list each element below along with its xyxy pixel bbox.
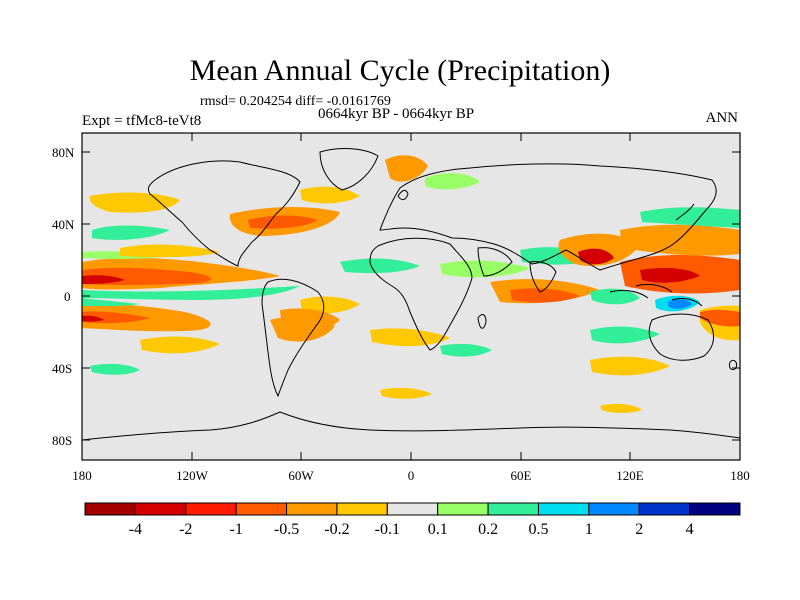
lat-label: 40N	[52, 217, 75, 232]
anomaly-patch	[90, 363, 140, 375]
anomaly-patch	[82, 315, 104, 322]
colorbar-swatch	[286, 502, 338, 516]
anomaly-patch	[140, 336, 220, 354]
colorbar-label: -0.1	[375, 521, 400, 538]
lon-label: 60E	[511, 468, 532, 483]
lon-label: 0	[408, 468, 415, 483]
coastline-arabia	[477, 247, 513, 277]
colorbar: -4 -2 -1 -0.5 -0.2 -0.1 0.1 0.2 0.5 1 2 4	[84, 502, 741, 538]
anomaly-patch	[370, 328, 450, 347]
anomaly-patch	[300, 296, 360, 314]
coastline-africa	[369, 237, 473, 351]
lon-label: 60W	[288, 468, 314, 483]
anomaly-patch	[385, 155, 428, 182]
colorbar-label: 4	[686, 521, 694, 538]
colorbar-swatch	[134, 502, 187, 516]
coastline-indonesia	[609, 283, 703, 307]
anomaly-patch	[82, 298, 140, 307]
lon-ticks	[81, 133, 741, 460]
anomaly-patch	[510, 288, 580, 303]
coastline-antarctica	[81, 411, 741, 441]
colorbar-swatch	[235, 502, 288, 516]
colorbar-swatch	[689, 502, 741, 516]
lat-label: 80N	[52, 145, 75, 160]
anomaly-patch	[590, 288, 640, 305]
lon-label: 120E	[616, 468, 644, 483]
anomaly-patch	[89, 192, 180, 213]
anomaly-patch	[440, 343, 492, 357]
colorbar-label: 0.2	[478, 521, 498, 538]
coastline-india	[529, 261, 557, 293]
anomaly-patch	[590, 356, 670, 376]
colorbar-swatch	[638, 502, 691, 516]
anomaly-patch	[600, 403, 642, 413]
anomaly-patch	[92, 225, 170, 240]
coastline-madagascar	[477, 314, 487, 329]
colorbar-swatch	[185, 502, 237, 516]
colorbar-label: -2	[179, 521, 192, 538]
anomaly-patch	[620, 224, 740, 256]
anomaly-patch	[248, 215, 318, 229]
period-text: 0664kyr BP - 0664kyr BP	[318, 106, 475, 122]
coastline-australia	[648, 313, 714, 361]
anomaly-patch	[380, 387, 432, 399]
colorbar-swatch	[336, 502, 388, 516]
colorbar-swatch	[537, 502, 590, 516]
lat-label: 0	[64, 289, 71, 304]
lat-ticks	[82, 151, 740, 441]
lat-label: 80S	[52, 433, 72, 448]
colorbar-swatch	[588, 502, 640, 516]
colorbar-label: -0.2	[324, 521, 349, 538]
colorbar-swatch	[487, 502, 539, 516]
anomaly-patch	[668, 299, 692, 309]
anomaly-patch	[425, 173, 480, 190]
stats-text: rmsd= 0.204254 diff= -0.0161769	[200, 94, 391, 109]
chart-title: Mean Annual Cycle (Precipitation)	[189, 54, 611, 87]
season-label: ANN	[705, 110, 739, 126]
colorbar-swatch	[386, 502, 439, 516]
anomaly-patch	[340, 258, 420, 274]
colorbar-label: 0.1	[428, 521, 448, 538]
anomaly-patch	[440, 260, 530, 278]
anomaly-patch	[578, 248, 614, 265]
anomaly-patch	[640, 207, 740, 228]
lon-label: 120W	[176, 468, 209, 483]
colorbar-swatch	[437, 502, 489, 516]
colorbar-label: -0.5	[274, 521, 299, 538]
precip-anomaly-layer	[82, 155, 740, 413]
anomaly-patch	[590, 326, 660, 344]
coastlines	[81, 148, 741, 441]
colorbar-label: 1	[585, 521, 593, 538]
lon-label: 180	[72, 468, 92, 483]
coastline-eurasia	[379, 163, 717, 271]
lat-label: 40S	[52, 361, 72, 376]
experiment-label: Expt = tfMc8-teVt8	[82, 113, 202, 129]
coastline-uk	[397, 189, 409, 201]
coastline-north-america	[147, 160, 301, 267]
anomaly-patch	[82, 286, 300, 300]
anomaly-patch	[82, 275, 125, 284]
colorbar-label: 0.5	[528, 521, 548, 538]
colorbar-label: 2	[635, 521, 643, 538]
colorbar-swatch	[84, 502, 136, 516]
coastline-south-america	[261, 278, 325, 398]
coastline-japan	[675, 203, 695, 221]
lon-label: 180	[730, 468, 750, 483]
colorbar-label: -4	[129, 521, 142, 538]
coastline-greenland	[319, 148, 379, 191]
anomaly-patch	[640, 268, 700, 283]
colorbar-label: -1	[229, 521, 242, 538]
anomaly-patch	[120, 244, 220, 258]
anomaly-patch	[300, 186, 360, 204]
